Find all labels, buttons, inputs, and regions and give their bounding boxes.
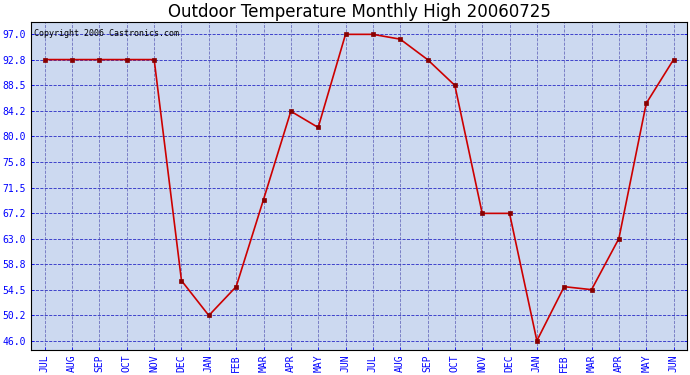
Title: Outdoor Temperature Monthly High 20060725: Outdoor Temperature Monthly High 2006072…: [168, 3, 551, 21]
Text: Copyright 2006 Castronics.com: Copyright 2006 Castronics.com: [34, 29, 179, 38]
